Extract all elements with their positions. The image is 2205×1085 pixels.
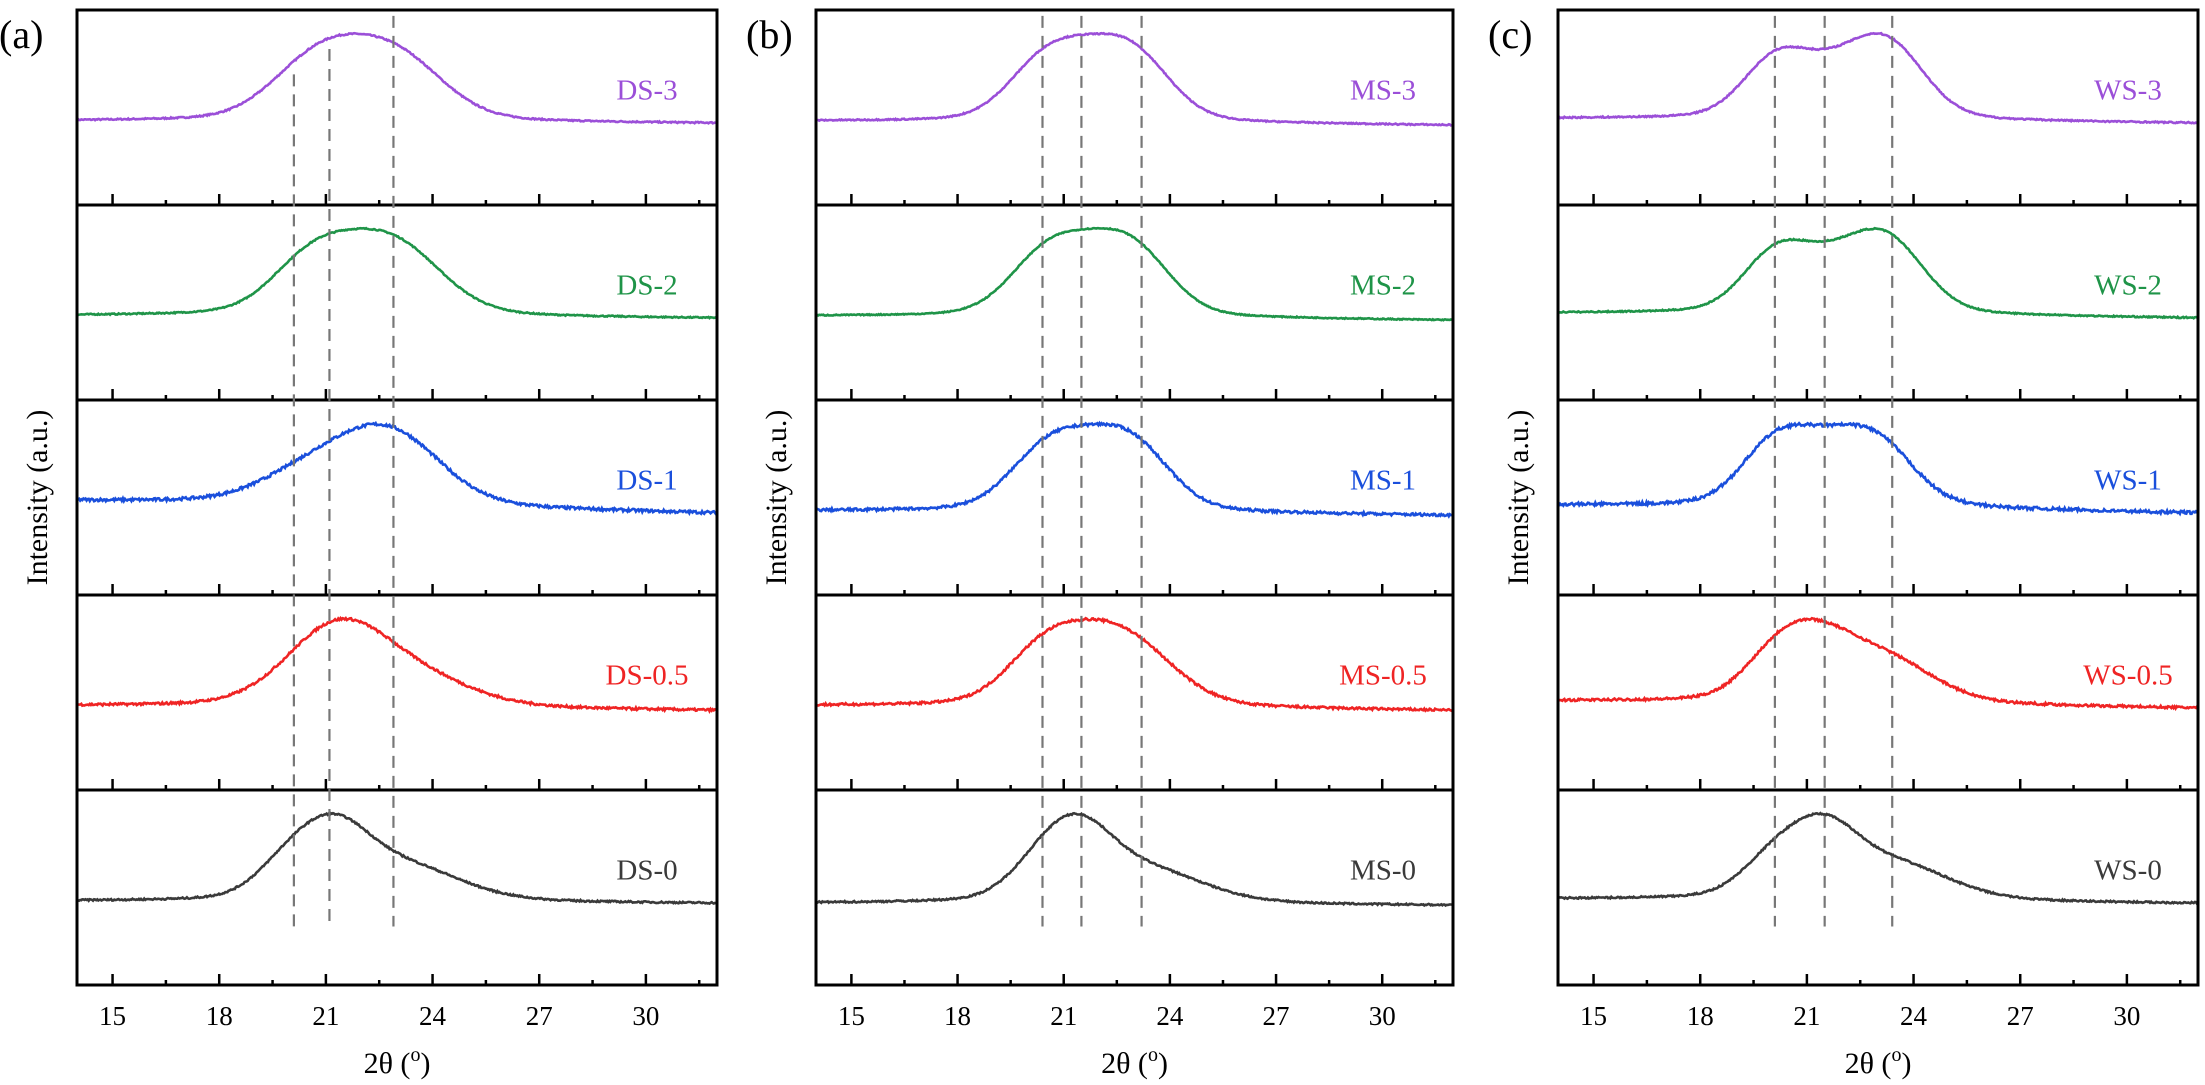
x-tick-label: 24 — [1900, 1001, 1928, 1031]
x-axis-label-end: ) — [1901, 1047, 1911, 1080]
series-label: DS-0 — [616, 855, 677, 887]
series-line-ds-0 — [76, 811, 718, 906]
x-tick-label: 30 — [632, 1001, 659, 1031]
series-line-ms-0-5 — [815, 616, 1454, 713]
y-axis-label: Intensity (a.u.) — [760, 410, 793, 586]
x-tick-label: 24 — [419, 1001, 447, 1031]
y-axis-label: Intensity (a.u.) — [1502, 410, 1535, 586]
x-axis-label-end: ) — [420, 1047, 430, 1080]
subplot-frame — [814, 203, 1455, 402]
x-axis-label-degree: o — [410, 1044, 420, 1066]
x-tick-label: 27 — [2007, 1001, 2034, 1031]
subplot-frame — [814, 8, 1455, 207]
series-label: WS-0 — [2094, 855, 2162, 887]
subplot-frame — [1556, 203, 2200, 402]
series-label: DS-2 — [616, 270, 677, 302]
series-line-ms-2 — [815, 226, 1454, 322]
series-line-ds-2 — [76, 226, 718, 320]
series-label: DS-1 — [616, 465, 677, 497]
x-tick-label: 30 — [1369, 1001, 1396, 1031]
series-line-ds-1 — [77, 420, 719, 517]
x-tick-label: 15 — [99, 1001, 126, 1031]
series-line-ws-0-5 — [1557, 616, 2199, 712]
x-axis-label: 2θ (o) — [364, 1044, 431, 1080]
series-line-ws-3 — [1557, 31, 2199, 125]
series-label: MS-0 — [1350, 855, 1416, 887]
x-axis-label: 2θ (o) — [1845, 1044, 1912, 1080]
x-tick-label: 18 — [944, 1001, 971, 1031]
series-label: WS-0.5 — [2083, 660, 2172, 692]
series-line-ds-0-5 — [76, 615, 718, 715]
series-line-ds-3 — [76, 31, 718, 125]
x-tick-label: 18 — [1687, 1001, 1714, 1031]
series-label: WS-3 — [2094, 75, 2162, 107]
x-axis-label-end: ) — [1158, 1047, 1168, 1080]
subplot-frame — [814, 788, 1455, 987]
series-line-ws-1 — [1557, 420, 2199, 517]
x-axis-label-main: 2θ ( — [1101, 1047, 1148, 1080]
x-tick-label: 27 — [1263, 1001, 1290, 1031]
x-tick-label: 24 — [1156, 1001, 1184, 1031]
x-tick-label: 21 — [312, 1001, 339, 1031]
subplot-frame — [1556, 593, 2200, 792]
subplot-frame — [75, 593, 719, 792]
series-label: MS-2 — [1350, 270, 1416, 302]
series-label: MS-0.5 — [1339, 660, 1427, 692]
panel-label-b: (b) — [746, 12, 793, 57]
series-label: DS-3 — [616, 75, 677, 107]
series-line-ms-3 — [815, 31, 1454, 127]
x-axis-label-degree: o — [1891, 1044, 1901, 1066]
series-line-ms-0 — [814, 811, 1454, 908]
panel-label-a: (a) — [0, 12, 43, 57]
subplot-frame — [814, 398, 1455, 597]
x-axis-label-main: 2θ ( — [1845, 1047, 1892, 1080]
subplot-frame — [814, 593, 1455, 792]
series-label: WS-2 — [2094, 270, 2162, 302]
x-tick-label: 21 — [1793, 1001, 1820, 1031]
x-tick-label: 27 — [526, 1001, 553, 1031]
x-tick-label: 18 — [206, 1001, 233, 1031]
series-label: MS-1 — [1350, 465, 1416, 497]
series-line-ws-0 — [1557, 811, 2199, 906]
x-axis-label: 2θ (o) — [1101, 1044, 1168, 1080]
y-axis-label: Intensity (a.u.) — [21, 410, 54, 586]
series-line-ms-1 — [815, 420, 1454, 519]
x-axis-label-degree: o — [1148, 1044, 1158, 1066]
series-label: WS-1 — [2094, 465, 2162, 497]
subplot-frame — [1556, 398, 2200, 597]
series-line-ws-2 — [1557, 226, 2198, 320]
x-tick-label: 15 — [838, 1001, 865, 1031]
subplot-frame — [75, 788, 719, 987]
series-label: DS-0.5 — [606, 660, 689, 692]
series-label: MS-3 — [1350, 75, 1416, 107]
subplot-frame — [75, 203, 719, 402]
subplot-frame — [75, 8, 719, 207]
subplot-frame — [1556, 788, 2200, 987]
x-tick-label: 21 — [1050, 1001, 1077, 1031]
panel-label-c: (c) — [1488, 12, 1532, 57]
x-tick-label: 30 — [2113, 1001, 2140, 1031]
x-tick-label: 15 — [1580, 1001, 1607, 1031]
subplot-frame — [1556, 8, 2200, 207]
x-axis-label-main: 2θ ( — [364, 1047, 411, 1080]
